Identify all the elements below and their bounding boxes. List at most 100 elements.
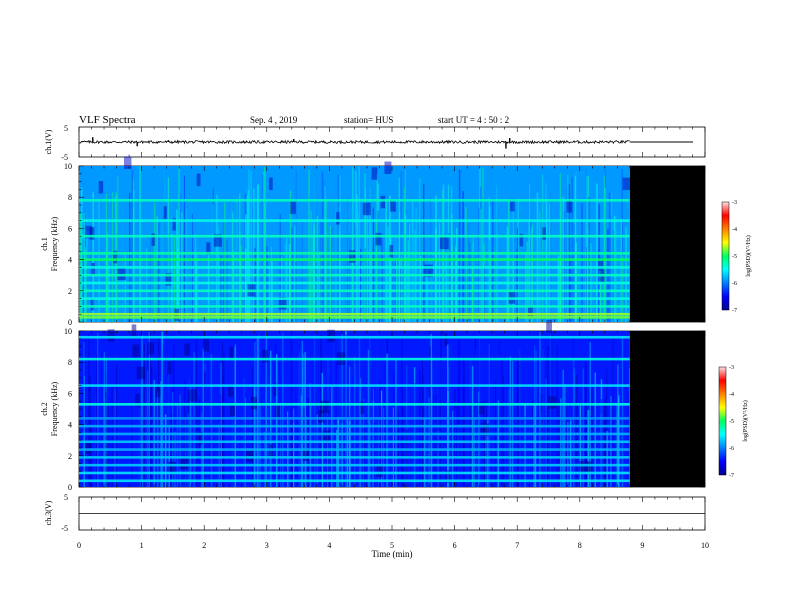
impulse-streak <box>579 405 581 487</box>
impulse-streak <box>483 266 485 322</box>
impulse-streak <box>557 255 560 322</box>
impulse-streak <box>156 216 158 322</box>
quiet-patch <box>579 460 589 474</box>
narrowband-line <box>79 273 630 277</box>
quiet-patch <box>479 402 485 415</box>
colorbar-ch1-tick-3: -6 <box>732 281 737 287</box>
quiet-patch <box>167 361 172 375</box>
impulse-streak <box>263 167 266 322</box>
impulse-streak <box>524 416 526 487</box>
colorbar-ch2-tick-1: -4 <box>729 392 734 398</box>
colorbar-ch2-tick-3: -6 <box>729 446 734 452</box>
impulse-streak <box>432 371 434 487</box>
waveform-ch3-xticks <box>78 497 706 530</box>
impulse-streak <box>176 403 179 487</box>
quiet-patch <box>527 305 534 319</box>
impulse-streak <box>627 390 629 487</box>
waveform-ch1-trace <box>78 137 693 149</box>
impulse-streak <box>330 401 332 487</box>
impulse-streak <box>163 170 165 322</box>
impulse-streak <box>421 360 424 487</box>
quiet-patch <box>268 177 273 191</box>
impulse-streak <box>350 253 353 322</box>
impulse-streak <box>298 352 300 487</box>
waveform-ch3-ytick-top: 5 <box>64 493 68 502</box>
impulse-streak <box>559 173 561 322</box>
impulse-streak <box>312 222 315 322</box>
waveform-ch1-ylabel: ch.1(V) <box>44 129 53 154</box>
impulse-streak <box>526 358 528 487</box>
impulse-streak <box>401 255 403 322</box>
quiet-patch <box>198 431 203 445</box>
quiet-patch <box>98 181 104 194</box>
impulse-streak <box>548 202 551 322</box>
impulse-streak <box>295 170 297 322</box>
impulse-streak <box>105 193 107 322</box>
quiet-patch <box>262 349 268 363</box>
quiet-patch <box>376 464 384 478</box>
quiet-patch <box>135 394 140 407</box>
impulse-streak <box>111 192 113 322</box>
impulse-streak <box>212 204 214 322</box>
impulse-streak <box>484 181 486 322</box>
quiet-patch <box>196 173 201 187</box>
y-tick-label: 8 <box>68 358 72 367</box>
impulse-streak <box>97 332 99 487</box>
impulse-streak <box>147 344 149 487</box>
time-tick-label: 3 <box>265 541 269 550</box>
narrowband-line <box>79 199 630 202</box>
impulse-streak <box>395 358 397 487</box>
impulse-streak <box>231 203 233 322</box>
quiet-patch <box>519 233 524 247</box>
impulse-streak <box>501 359 503 487</box>
colorbar-ch1-tick-1: -4 <box>732 227 737 233</box>
impulse-streak <box>400 171 403 322</box>
impulse-streak <box>603 175 605 322</box>
narrowband-line <box>79 463 630 467</box>
no-data-region <box>629 331 705 487</box>
impulse-streak <box>319 250 321 322</box>
impulse-streak <box>196 235 199 322</box>
impulse-streak <box>512 360 514 487</box>
impulse-streak <box>111 385 113 487</box>
impulse-streak <box>333 332 335 487</box>
impulse-streak <box>341 334 343 487</box>
quiet-patch <box>107 329 115 342</box>
time-tick-label: 0 <box>77 541 81 550</box>
impulse-streak <box>586 247 587 322</box>
impulse-streak <box>404 169 406 322</box>
impulse-streak <box>318 252 320 322</box>
spectrogram-ch1-image <box>79 156 705 322</box>
narrowband-line <box>79 234 630 238</box>
impulse-streak <box>269 266 271 322</box>
impulse-streak <box>550 191 552 322</box>
quiet-patch <box>587 461 592 475</box>
impulse-streak <box>92 192 94 322</box>
impulse-streak <box>107 407 110 487</box>
impulse-streak <box>392 407 394 487</box>
time-tick-label: 4 <box>327 541 331 550</box>
impulse-streak <box>95 355 98 487</box>
quiet-patch <box>542 227 546 240</box>
waveform-ch1-xticks <box>78 127 706 157</box>
quiet-patch <box>85 225 93 239</box>
impulse-streak <box>440 332 442 487</box>
impulse-streak <box>624 416 627 487</box>
time-tick-label: 1 <box>140 541 144 550</box>
quiet-patch <box>113 250 118 264</box>
time-tick-label: 2 <box>202 541 206 550</box>
impulse-streak <box>462 191 464 322</box>
impulse-streak <box>154 203 156 322</box>
impulse-streak <box>370 254 372 322</box>
impulse-streak <box>345 334 347 487</box>
impulse-streak <box>103 352 106 487</box>
impulse-streak <box>106 233 109 322</box>
impulse-streak <box>355 387 357 487</box>
colorbar-ch2: -3 -4 -5 -6 -7 log(PSD)(V²/Hz) <box>718 365 749 479</box>
impulse-streak <box>361 387 363 487</box>
impulse-streak <box>124 252 126 322</box>
impulse-streak <box>321 372 324 487</box>
impulse-streak <box>389 235 392 322</box>
impulse-streak <box>458 169 461 322</box>
waveform-line <box>78 139 630 145</box>
